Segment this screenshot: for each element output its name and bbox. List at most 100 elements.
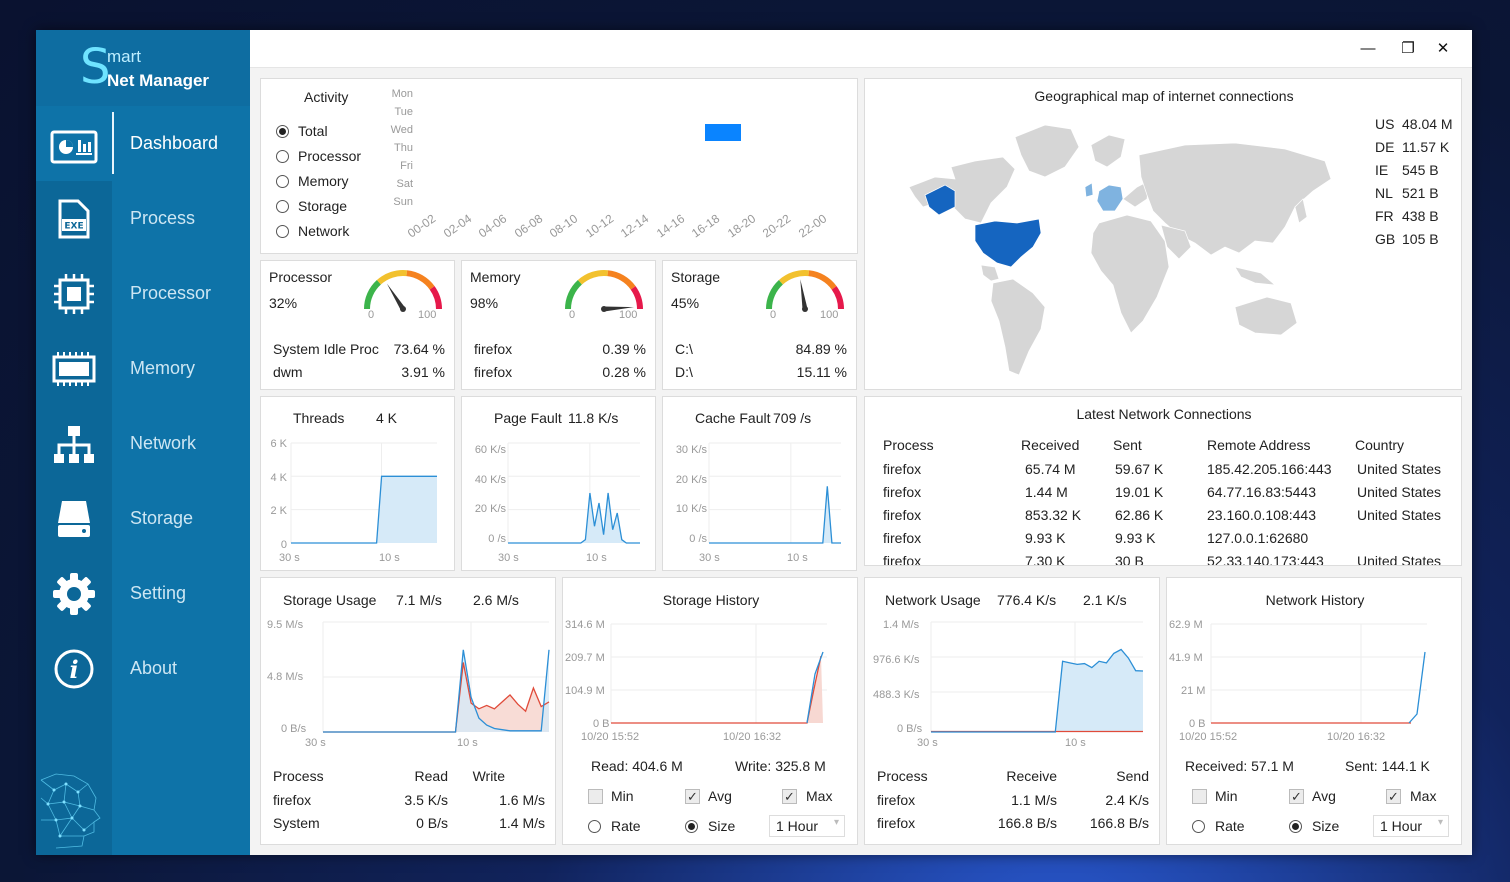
storage-usage-chart [322,621,550,733]
gauge-row-value: 3.91 % [401,364,445,380]
rate-radio[interactable] [1192,820,1205,833]
time-range-select[interactable]: 1 Hour ▾ [1373,815,1449,837]
x-tick-label: 30 s [305,737,326,749]
table-row[interactable]: firefox 7.30 K 30 B 52.33.140.173:443 United… [865,553,1461,566]
network-history-title: Network History [1265,592,1365,608]
time-range-select[interactable]: 1 Hour ▾ [769,815,845,837]
y-tick-label: 6 K [270,438,287,450]
rate-radio[interactable] [588,820,601,833]
max-label: Max [806,788,833,804]
close-button[interactable]: ✕ [1436,40,1450,57]
storage-write-rate: 2.6 M/s [473,592,519,608]
gauge-max-label: 100 [619,309,638,321]
table-row[interactable]: firefox 9.93 K 9.93 K 127.0.0.1:62680 [865,530,1461,552]
gauge-min-label: 0 [368,309,375,321]
map-south-america [990,278,1046,376]
table-row[interactable]: firefox 166.8 B/s 166.8 B/s [865,815,1161,837]
geo-country-value: 11.57 K [1402,139,1450,155]
activity-option-radio[interactable] [276,175,289,188]
table-cell: 19.01 K [1115,484,1164,500]
gauge-arc-segment [376,270,408,285]
map-middle-east [1160,224,1192,260]
map-uk-ireland [1084,182,1094,198]
sidebar-item-dashboard[interactable]: Dashboard [36,106,250,181]
maximize-button[interactable]: ❐ [1401,40,1415,57]
sidebar-item-label: Processor [130,283,212,303]
geo-country-code: IE [1375,162,1389,178]
storage-read-rate: 7.1 M/s [396,592,442,608]
min-checkbox[interactable] [588,789,603,804]
gauge-row-name: firefox [474,364,513,380]
network-send-rate: 2.1 K/s [1083,592,1127,608]
geo-country-value: 545 B [1402,162,1439,178]
mini-chart-value: 709 /s [773,410,812,426]
size-radio[interactable] [1289,820,1302,833]
rate-label: Rate [611,818,641,834]
connections-header: Received [1021,437,1080,453]
usage-table-header: Send [1116,768,1149,784]
table-cell: 65.74 M [1025,461,1076,477]
y-tick-label: 0 B [593,718,610,730]
mini-chart-title: Cache Fault [695,410,771,426]
avg-checkbox[interactable]: ✓ [1289,789,1304,804]
min-label: Min [611,788,634,804]
table-row[interactable]: firefox 1.44 M 19.01 K 64.77.16.83:5443 Unit… [865,484,1461,506]
table-row[interactable]: firefox 1.1 M/s 2.4 K/s [865,792,1161,814]
usage-table-header: Receive [1006,768,1057,784]
max-checkbox[interactable]: ✓ [1386,789,1401,804]
activity-option-radio[interactable] [276,225,289,238]
connections-header: Sent [1113,437,1142,453]
sidebar-item-memory[interactable]: Memory [36,331,250,406]
min-checkbox[interactable] [1192,789,1207,804]
x-tick-label: 30 s [498,552,519,564]
activity-panel: Activity Total Processor Memory Storage Netw… [260,78,858,254]
sidebar-item-storage[interactable]: Storage [36,481,250,556]
receive-series-line [931,648,1144,733]
x-tick-label: 10/20 16:32 [723,731,782,743]
gauge-needle [800,279,808,310]
activity-day-label: Sat [396,178,413,190]
size-radio[interactable] [685,820,698,833]
sidebar-item-process[interactable]: EXE Process [36,181,250,256]
series-line [291,475,437,544]
activity-title: Activity [304,89,349,105]
connections-header: Country [1355,437,1405,453]
activity-hour-label: 14-16 [653,211,687,241]
gauge-title: Memory [470,269,521,285]
max-checkbox[interactable]: ✓ [782,789,797,804]
sidebar-item-setting[interactable]: Setting [36,556,250,631]
map-australia [1234,296,1298,336]
gauge-dial [364,270,442,312]
mini-chart-value: 11.8 K/s [568,410,619,426]
min-label: Min [1215,788,1238,804]
table-cell: United States [1357,461,1442,477]
connections-header: Process [883,437,934,453]
gauge-arc-segment [607,270,636,290]
sidebar-item-label: Storage [130,508,194,528]
info-icon: i [54,649,94,689]
table-row[interactable]: firefox 853.32 K 62.86 K 23.160.0.108:443 Un… [865,507,1461,529]
sidebar-item-processor[interactable]: Processor [36,256,250,331]
table-cell: firefox [883,553,922,566]
gauge-row-name: System Idle Proc [273,341,379,357]
gauge-panel-storage: Storage 45% 0 100 C:\ 84.89 % D:\ 15.11 % [662,260,857,390]
y-tick-label: 209.7 M [565,652,605,664]
table-row[interactable]: System 0 B/s 1.4 M/s [261,815,557,837]
avg-checkbox[interactable]: ✓ [685,789,700,804]
storage-write-total: Write: 325.8 M [735,758,826,774]
activity-option-radio[interactable] [276,125,289,138]
mini-chart-panel-cache-fault: Cache Fault 709 /s 30 K/s 20 K/s 10 K/s 0 /s 3… [662,396,857,571]
table-row[interactable]: firefox 3.5 K/s 1.6 M/s [261,792,557,814]
size-label: Size [1312,818,1340,834]
geo-country-value: 438 B [1402,208,1439,224]
gauge-hub [400,306,406,312]
activity-option-radio[interactable] [276,200,289,213]
minimize-button[interactable]: — [1360,40,1376,57]
avg-label: Avg [1312,788,1336,804]
table-row[interactable]: firefox 65.74 M 59.67 K 185.42.205.166:443 U… [865,461,1461,483]
sidebar-item-network[interactable]: Network [36,406,250,481]
activity-option-radio[interactable] [276,150,289,163]
table-cell: firefox [273,792,312,808]
sidebar-item-about[interactable]: i About [36,631,250,706]
y-tick-label: 60 K/s [474,444,506,456]
